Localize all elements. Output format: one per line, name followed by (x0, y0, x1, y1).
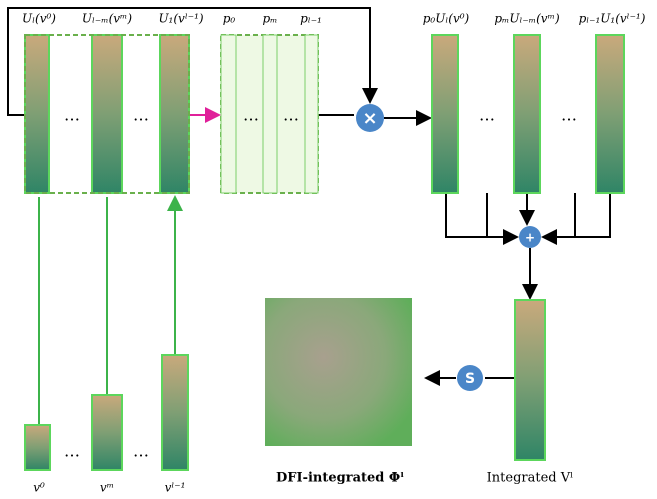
output-label: DFI-integrated Φˡ (276, 471, 404, 486)
ellipsis: … (283, 106, 299, 125)
add-symbol: + (525, 231, 535, 245)
diagram: × + S Uₗ(v⁰) Uₗ₋ₘ(vᵐ) U₁(vˡ⁻¹) p₀ pₘ pₗ₋… (0, 0, 657, 499)
output-image (265, 298, 412, 446)
weighted-label: pₘUₗ₋ₘ(vᵐ) (494, 12, 560, 26)
bottom-label: vˡ⁻¹ (165, 481, 186, 495)
input-label: Uₗ₋ₘ(vᵐ) (82, 12, 133, 26)
weight-label: p₀ (223, 12, 236, 26)
ellipsis: … (133, 106, 149, 125)
ellipsis: … (479, 106, 495, 125)
ellipsis: … (243, 106, 259, 125)
s-symbol: S (465, 371, 475, 387)
bottom-label: vᵐ (100, 481, 114, 495)
multiply-symbol: × (362, 108, 377, 129)
ellipsis: … (64, 106, 80, 125)
integrated-label: Integrated Vˡ (487, 471, 574, 486)
ellipsis: … (133, 442, 149, 461)
ellipsis: … (64, 442, 80, 461)
weight-label: pₗ₋₁ (300, 12, 322, 26)
weighted-label: pₗ₋₁U₁(vˡ⁻¹) (579, 12, 646, 26)
bottom-label: v⁰ (33, 481, 45, 495)
input-label: U₁(vˡ⁻¹) (158, 12, 203, 26)
ellipsis: … (561, 106, 577, 125)
columns (25, 35, 624, 470)
weighted-label: p₀Uₗ(v⁰) (423, 12, 470, 26)
weight-label: pₘ (262, 12, 277, 26)
input-label: Uₗ(v⁰) (22, 12, 56, 26)
